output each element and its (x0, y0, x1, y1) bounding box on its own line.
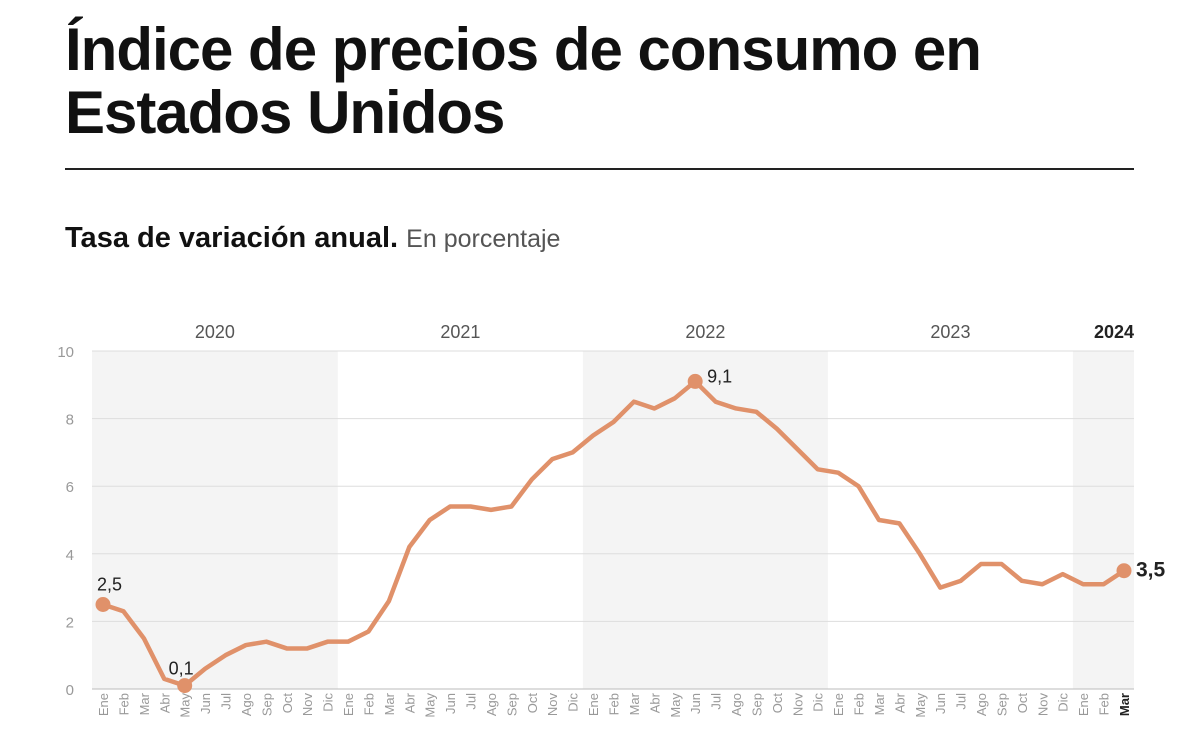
x-tick-label: Jul (464, 693, 479, 710)
x-tick-label: Nov (790, 693, 805, 717)
x-tick-label: Abr (647, 692, 662, 713)
x-tick-label: Jul (954, 693, 969, 710)
x-tick-label: Mar (872, 692, 887, 715)
y-tick-6: 6 (66, 479, 74, 496)
x-tick-label: May (423, 693, 438, 718)
x-tick-label: Sep (504, 693, 519, 716)
x-tick-label: Dic (811, 693, 826, 712)
year-label-2020: 2020 (195, 322, 235, 342)
x-tick-label: Dic (1056, 693, 1071, 712)
gridlines (92, 350, 1134, 690)
x-tick-label: Oct (770, 693, 785, 714)
x-tick-label: Abr (157, 692, 172, 713)
x-tick-label: Sep (749, 693, 764, 716)
subtitle-light: En porcentaje (406, 225, 561, 253)
x-tick-label: Feb (116, 693, 131, 715)
x-tick-label: Jun (688, 693, 703, 714)
x-tick-label: Nov (300, 693, 315, 717)
chart-subtitle: Tasa de variación anual. En porcentaje (65, 220, 560, 257)
year-band-2022 (582, 351, 828, 689)
x-tick-label: Feb (361, 693, 376, 715)
series-line-ipc-interanual (100, 379, 1127, 688)
x-tick-label: Sep (994, 693, 1009, 716)
x-tick-label: Ene (1076, 693, 1091, 716)
highlight-point (95, 597, 111, 612)
x-tick-label: Abr (402, 692, 417, 713)
x-tick-label: Feb (607, 693, 622, 715)
x-tick-label: Mar (137, 692, 152, 715)
year-labels: 2020 2021 2022 2023 2024 (195, 322, 1134, 342)
x-tick-label: Ene (96, 693, 111, 716)
x-tick-label: Dic (321, 693, 336, 712)
data-label: 9,1 (707, 366, 732, 386)
x-tick-label: Nov (545, 693, 560, 717)
year-label-2024: 2024 (1094, 322, 1134, 342)
y-tick-10: 10 (57, 344, 74, 361)
x-tick-label: May (913, 693, 928, 718)
x-tick-label: Ene (341, 693, 356, 716)
x-tick-label: May (178, 693, 193, 718)
x-tick-label: Jun (198, 693, 213, 714)
x-tick-label: Mar (627, 692, 642, 715)
year-label-2022: 2022 (685, 322, 725, 342)
year-band-2020 (92, 351, 338, 689)
x-tick-label: Jun (443, 693, 458, 714)
x-tick-label: Mar (1117, 693, 1132, 716)
x-tick-labels: Ene Feb Mar Abr May Jun Jul Ago Sep Oct Nov Dic Ene F… (96, 692, 1132, 717)
x-tick-label: Feb (852, 693, 867, 715)
x-tick-label: Ago (729, 693, 744, 716)
x-tick-label: Jul (709, 693, 724, 710)
x-tick-label: Sep (259, 693, 274, 716)
x-tick-label: Ago (239, 693, 254, 716)
x-tick-label: Abr (892, 692, 907, 713)
y-tick-0: 0 (66, 682, 74, 699)
x-tick-label: Oct (525, 693, 540, 714)
x-tick-label: Dic (566, 693, 581, 712)
x-tick-label: Ago (484, 693, 499, 716)
highlight-markers: 2,5 0,1 9,1 3,5 (95, 366, 1166, 694)
highlight-point (687, 373, 703, 389)
page-title: Índice de precios de consumo en Estados … (65, 16, 982, 146)
x-tick-label: Mar (382, 692, 397, 715)
highlight-point (1116, 563, 1132, 579)
x-tick-label: Jun (933, 693, 948, 714)
x-tick-label: Nov (1035, 693, 1050, 717)
y-tick-4: 4 (66, 547, 74, 564)
y-tick-2: 2 (66, 614, 74, 631)
subtitle-strong: Tasa de variación anual. (65, 222, 399, 254)
data-label: 0,1 (169, 659, 194, 679)
year-label-2023: 2023 (930, 322, 970, 342)
y-tick-labels: 0 2 4 6 8 10 (57, 344, 74, 699)
series-line (100, 379, 1127, 688)
x-tick-label: May (668, 693, 683, 718)
year-band-2024 (1072, 351, 1134, 689)
x-tick-label: Ago (974, 693, 989, 716)
x-tick-label: Jul (219, 693, 234, 710)
year-label-2021: 2021 (440, 322, 480, 342)
x-tick-label: Ene (831, 693, 846, 716)
x-tick-label: Feb (1097, 693, 1112, 715)
x-tick-label: Ene (586, 693, 601, 716)
title-divider (65, 168, 1134, 170)
highlight-point (177, 678, 193, 694)
data-label: 2,5 (97, 575, 122, 595)
y-tick-8: 8 (66, 412, 74, 429)
data-label: 3,5 (1136, 559, 1166, 582)
x-tick-label: Oct (1015, 693, 1030, 714)
year-bands (92, 351, 1134, 689)
x-tick-label: Oct (280, 693, 295, 714)
